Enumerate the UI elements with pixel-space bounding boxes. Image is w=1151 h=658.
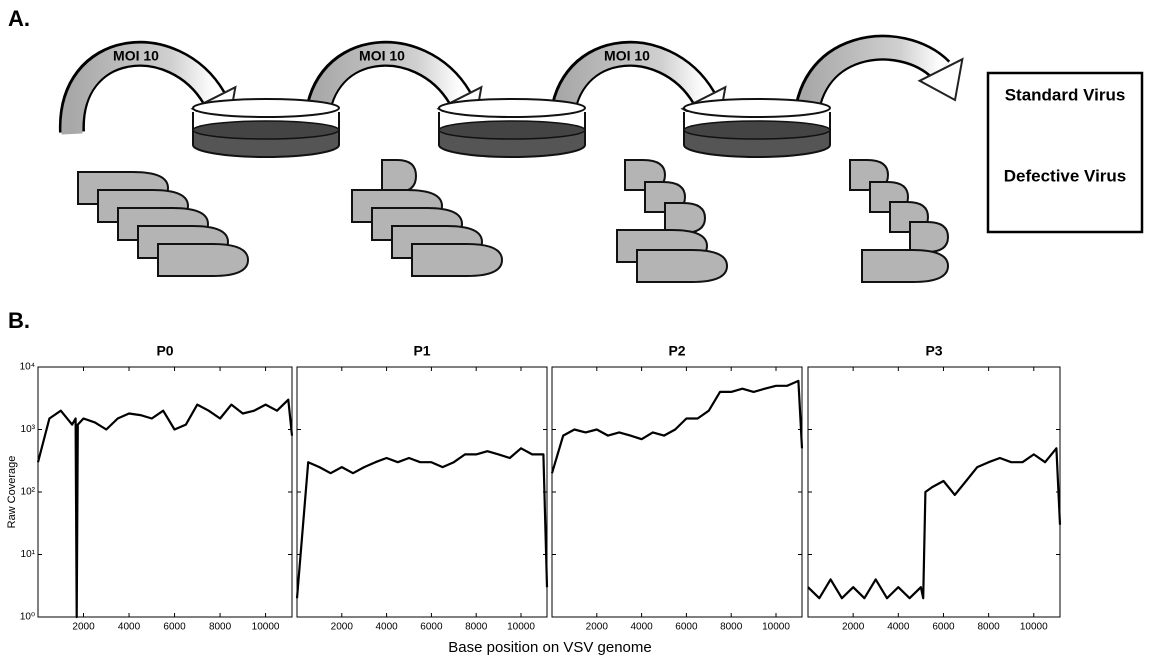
x-tick-label: 10000 [1020, 622, 1048, 633]
x-tick-label: 6000 [163, 622, 186, 633]
y-tick-label: 10¹ [21, 549, 36, 560]
x-tick-label: 4000 [375, 622, 398, 633]
x-tick-label: 6000 [420, 622, 443, 633]
panel-a-drawing [58, 34, 1119, 283]
legend-box [986, 71, 1144, 234]
arrow-body [61, 43, 224, 135]
virus-particle [664, 202, 707, 234]
plot-frame [551, 366, 803, 618]
chart-title: P1 [413, 343, 430, 359]
coverage-line [550, 379, 804, 474]
y-tick-label: 10⁰ [20, 612, 35, 623]
virus-particle [157, 243, 250, 277]
chart-title: P2 [668, 343, 685, 359]
x-tick-label: 4000 [630, 622, 653, 633]
coverage-line [36, 398, 294, 619]
dish-liquid [683, 120, 831, 140]
virus-particle [861, 249, 950, 283]
arrow-label: MOI 10 [113, 48, 159, 64]
x-tick-label: 8000 [209, 622, 232, 633]
x-tick-label: 4000 [887, 622, 910, 633]
legend-label: Standard Virus [1005, 85, 1126, 104]
chart-title: P3 [925, 343, 942, 359]
virus-particle [636, 249, 729, 283]
y-tick-label: 10² [21, 487, 36, 498]
x-tick-label: 8000 [720, 622, 743, 633]
panel-label: B. [8, 308, 30, 333]
plot-frame [807, 366, 1061, 618]
virus-particle [411, 243, 504, 277]
x-tick-label: 4000 [118, 622, 141, 633]
x-tick-label: 8000 [465, 622, 488, 633]
dish-liquid [192, 120, 340, 140]
x-tick-label: 2000 [842, 622, 865, 633]
x-tick-label: 6000 [932, 622, 955, 633]
x-tick-label: 2000 [72, 622, 95, 633]
y-tick-label: 10³ [21, 424, 36, 435]
arrow-label: MOI 10 [604, 48, 650, 64]
virus-particle [909, 221, 950, 253]
virus-particle [381, 159, 418, 193]
panel-label: A. [8, 6, 30, 31]
x-tick-label: 8000 [978, 622, 1001, 633]
x-tick-label: 6000 [675, 622, 698, 633]
dish-rim [192, 98, 340, 118]
coverage-line [807, 447, 1062, 600]
x-tick-label: 10000 [762, 622, 790, 633]
x-tick-label: 2000 [331, 622, 354, 633]
x-tick-label: 10000 [507, 622, 535, 633]
plot-frame [296, 366, 548, 618]
plot-frame [37, 366, 293, 618]
x-axis-label: Base position on VSV genome [448, 639, 651, 656]
dish-liquid [438, 120, 586, 140]
chart-title: P0 [156, 343, 173, 359]
y-axis-label: Raw Coverage [6, 456, 18, 529]
dish-rim [438, 98, 586, 118]
arrow-label: MOI 10 [359, 48, 405, 64]
coverage-line [295, 447, 549, 599]
arrow-head [917, 57, 964, 102]
legend-label: Defective Virus [1004, 166, 1127, 185]
x-tick-label: 10000 [252, 622, 280, 633]
dish-rim [683, 98, 831, 118]
y-tick-label: 10⁴ [20, 362, 35, 373]
x-tick-label: 2000 [586, 622, 609, 633]
